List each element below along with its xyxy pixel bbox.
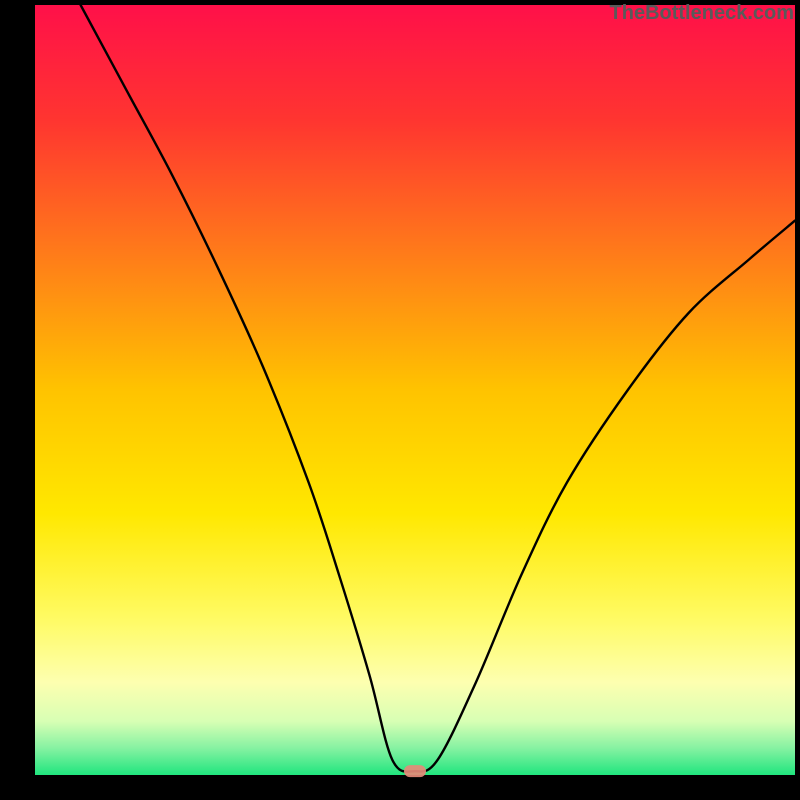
watermark-text: TheBottleneck.com — [610, 2, 794, 25]
optimum-marker — [404, 765, 426, 777]
plot-background-gradient — [35, 5, 795, 775]
bottleneck-chart — [0, 0, 800, 800]
